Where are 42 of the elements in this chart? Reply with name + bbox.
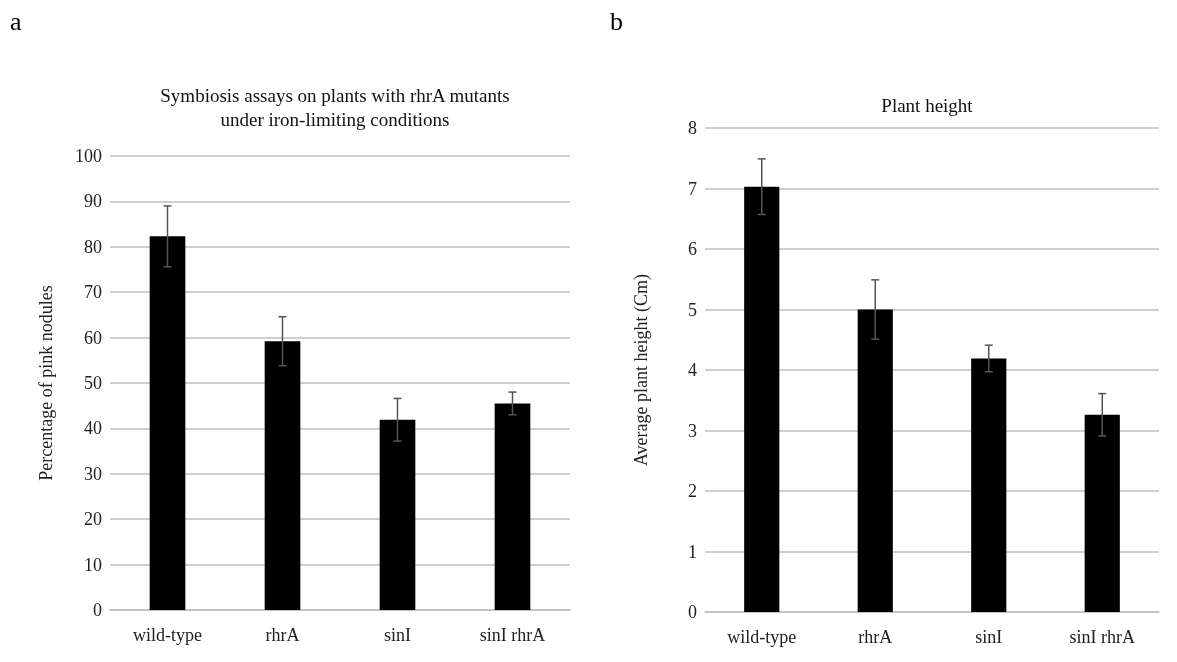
- y-tick-label: 0: [688, 602, 697, 622]
- y-tick-label: 3: [688, 420, 697, 441]
- y-tick-label: 50: [84, 373, 102, 393]
- chart-title: Plant height: [881, 94, 974, 116]
- y-tick-label: 70: [84, 282, 102, 303]
- text: b: [610, 6, 623, 36]
- y-tick-label: 100: [75, 146, 102, 166]
- y-tick-label: 5: [688, 299, 697, 320]
- chart-title: Symbiosis assays on plants with rhrA mutants under iron-limiting conditions: [160, 84, 510, 130]
- y-axis-title: Average plant height (Cm): [631, 273, 652, 467]
- y-tick-label: 40: [84, 418, 102, 439]
- bar: [744, 186, 780, 612]
- y-tick-label: 7: [688, 178, 697, 199]
- y-tick-label: 10: [84, 554, 102, 575]
- bar: [857, 309, 893, 612]
- text: a: [10, 6, 22, 36]
- y-axis-title: Percentage of pink nodules: [36, 285, 56, 481]
- x-tick-label: rhrA: [858, 627, 893, 647]
- x-tick-label: wild-type: [133, 625, 202, 645]
- y-tick-label: 20: [84, 509, 102, 530]
- bar: [1084, 414, 1120, 612]
- y-tick-label: 2: [688, 481, 697, 501]
- y-tick-label: 90: [84, 191, 102, 212]
- x-tick-label: wild-type: [727, 627, 797, 647]
- x-tick-label: sinI: [384, 625, 412, 645]
- y-tick-label: 80: [84, 236, 102, 257]
- bar: [379, 419, 416, 610]
- x-tick-label: sinI rhrA: [479, 625, 546, 645]
- y-tick-label: 60: [84, 327, 102, 348]
- y-tick-label: 0: [93, 600, 102, 620]
- bar: [149, 236, 186, 610]
- y-tick-label: 1: [688, 541, 697, 562]
- x-tick-label: rhrA: [265, 625, 300, 645]
- y-tick-label: 8: [688, 118, 697, 138]
- y-tick-label: 30: [84, 463, 102, 484]
- bar: [494, 403, 531, 610]
- y-tick-label: 6: [688, 239, 697, 259]
- y-tick-label: 4: [688, 360, 697, 380]
- x-tick-label: sinI: [975, 627, 1003, 647]
- x-tick-label: sinI rhrA: [1069, 627, 1135, 647]
- bar: [971, 358, 1007, 612]
- bar: [264, 341, 301, 610]
